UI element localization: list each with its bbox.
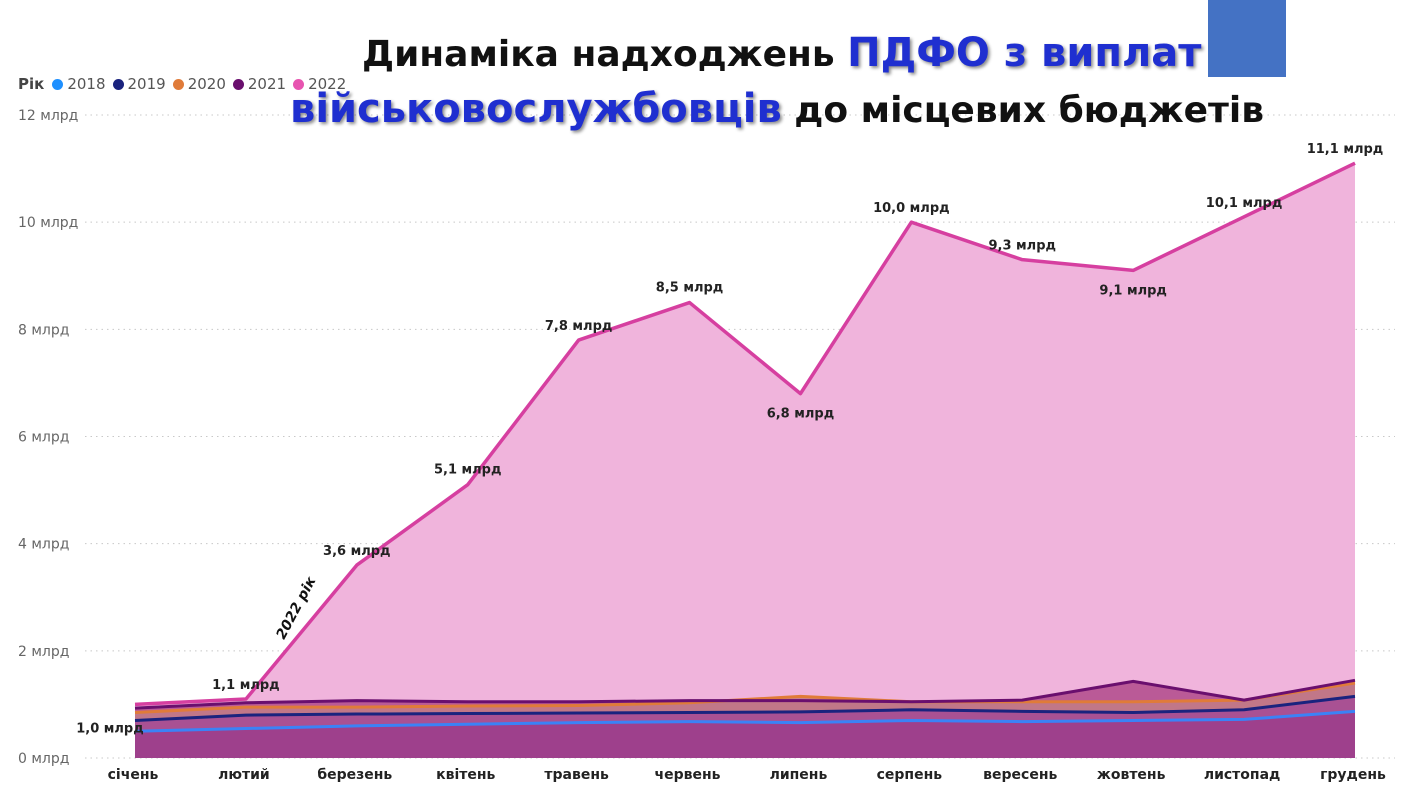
x-tick-label: вересень <box>983 767 1057 783</box>
data-label-2022: 10,0 млрд <box>873 201 950 216</box>
title-highlight-1: ПДФО з виплат <box>847 30 1202 76</box>
legend-dot-2021 <box>232 78 244 90</box>
legend-title: Рік <box>18 75 45 93</box>
legend-label: 2022 <box>308 75 347 93</box>
x-tick-label: січень <box>108 767 159 783</box>
data-label-2022: 1,0 млрд <box>76 721 144 736</box>
line-2018 <box>134 709 1356 733</box>
y-tick-label: 8 млрд <box>18 322 69 338</box>
line-2019 <box>134 694 1356 722</box>
legend-dot-2020 <box>172 78 184 90</box>
y-tick-label: 10 млрд <box>18 215 78 231</box>
chart-title-line-1: Динаміка надходжень ПДФО з виплат <box>362 30 1201 76</box>
legend-label: 2018 <box>67 75 106 93</box>
data-label-2022: 5,1 млрд <box>434 463 502 478</box>
title-part-1: Динаміка надходжень <box>362 34 848 75</box>
area-2018 <box>135 711 1355 758</box>
x-tick-label: липень <box>770 767 828 783</box>
data-label-2022: 7,8 млрд <box>545 319 613 334</box>
x-tick-label: квітень <box>436 767 495 783</box>
legend-dot-2018 <box>52 78 64 90</box>
x-tick-label: березень <box>317 767 392 783</box>
x-tick-label: червень <box>655 767 721 783</box>
x-tick-label: травень <box>544 767 609 783</box>
y-tick-label: 6 млрд <box>18 430 69 446</box>
line-2021 <box>134 678 1356 710</box>
line-2022 <box>134 161 1356 707</box>
legend-label: 2021 <box>247 75 287 93</box>
legend-item-2018[interactable]: 2018 <box>52 75 106 93</box>
legend-item-2021[interactable]: 2021 <box>232 75 287 93</box>
legend-item-2022[interactable]: 2022 <box>293 75 346 93</box>
y-tick-label: 12 млрд <box>18 108 78 124</box>
data-label-2022: 9,1 млрд <box>1099 283 1167 298</box>
legend: Рік 2018 2019 2020 2021 2022 <box>18 75 353 93</box>
legend-item-2019[interactable]: 2019 <box>112 75 166 93</box>
x-tick-label: серпень <box>877 767 943 783</box>
y-tick-label: 2 млрд <box>18 644 69 660</box>
data-label-2022: 8,5 млрд <box>656 281 724 296</box>
data-label-2022: 1,1 млрд <box>212 678 280 693</box>
area-2022 <box>135 163 1355 759</box>
legend-dot-2022 <box>293 78 305 90</box>
y-tick-label: 4 млрд <box>18 537 69 553</box>
y-tick-label: 0 млрд <box>18 751 69 767</box>
x-tick-label: жовтень <box>1097 767 1166 783</box>
data-label-2022: 10,1 млрд <box>1206 196 1283 211</box>
data-label-2022: 11,1 млрд <box>1307 142 1384 157</box>
data-label-2022: 9,3 млрд <box>989 239 1057 254</box>
x-tick-label: лютий <box>218 767 270 783</box>
x-tick-label: грудень <box>1320 767 1386 783</box>
legend-item-2020[interactable]: 2020 <box>172 75 226 93</box>
legend-label: 2019 <box>127 75 166 93</box>
x-tick-label: листопад <box>1204 767 1281 783</box>
data-label-2022: 6,8 млрд <box>767 407 835 422</box>
data-label-2022: 3,6 млрд <box>323 544 391 559</box>
decorative-blue-box <box>1208 0 1286 77</box>
legend-label: 2020 <box>187 75 226 93</box>
chart-title-line-2: військовослужбовців до місцевих бюджетів <box>290 86 1264 132</box>
title-highlight-2: військовослужбовців <box>290 86 782 132</box>
title-part-2: до місцевих бюджетів <box>781 90 1265 131</box>
legend-dot-2019 <box>112 78 124 90</box>
